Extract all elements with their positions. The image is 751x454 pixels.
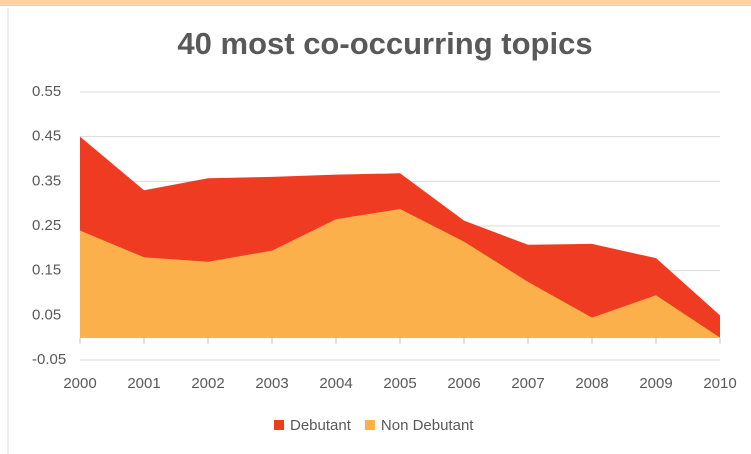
y-tick-label: 0.35 <box>32 172 61 189</box>
x-tick-label: 2002 <box>191 375 224 392</box>
y-tick-label: 0.55 <box>32 83 61 100</box>
y-tick-label: -0.05 <box>32 351 66 368</box>
legend-swatch <box>364 420 375 430</box>
y-tick-label: 0.05 <box>32 306 61 323</box>
y-tick-label: 0.45 <box>32 128 61 145</box>
x-tick-label: 2009 <box>639 375 672 392</box>
y-tick-label: 0.15 <box>32 262 61 279</box>
x-tick-label: 2007 <box>511 375 544 392</box>
x-tick-label: 2003 <box>255 375 288 392</box>
x-tick-label: 2004 <box>319 375 352 392</box>
y-tick-label: 0.25 <box>32 217 61 234</box>
x-tick-label: 2001 <box>127 375 160 392</box>
chart-title: 40 most co-occurring topics <box>177 26 592 61</box>
legend-label: Non Debutant <box>381 417 474 434</box>
legend-label: Debutant <box>290 417 352 434</box>
top-border <box>0 0 751 6</box>
x-tick-label: 2000 <box>63 375 96 392</box>
x-tick-label: 2008 <box>575 375 608 392</box>
x-tick-label: 2005 <box>383 375 416 392</box>
x-tick-label: 2010 <box>703 375 736 392</box>
area <box>80 209 720 338</box>
legend-swatch <box>274 420 284 430</box>
x-tick-label: 2006 <box>447 375 480 392</box>
